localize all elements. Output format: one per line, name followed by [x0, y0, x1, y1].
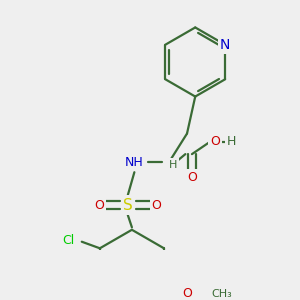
- Text: N: N: [220, 38, 230, 52]
- Text: O: O: [187, 171, 197, 184]
- Text: NH: NH: [125, 156, 144, 169]
- Text: H: H: [227, 135, 236, 148]
- Text: O: O: [152, 199, 161, 212]
- Text: CH₃: CH₃: [212, 289, 232, 298]
- Text: O: O: [94, 199, 104, 212]
- Text: Cl: Cl: [62, 234, 75, 247]
- Text: S: S: [123, 198, 133, 213]
- Text: O: O: [182, 287, 192, 300]
- Text: O: O: [210, 135, 220, 148]
- Text: H: H: [169, 160, 177, 170]
